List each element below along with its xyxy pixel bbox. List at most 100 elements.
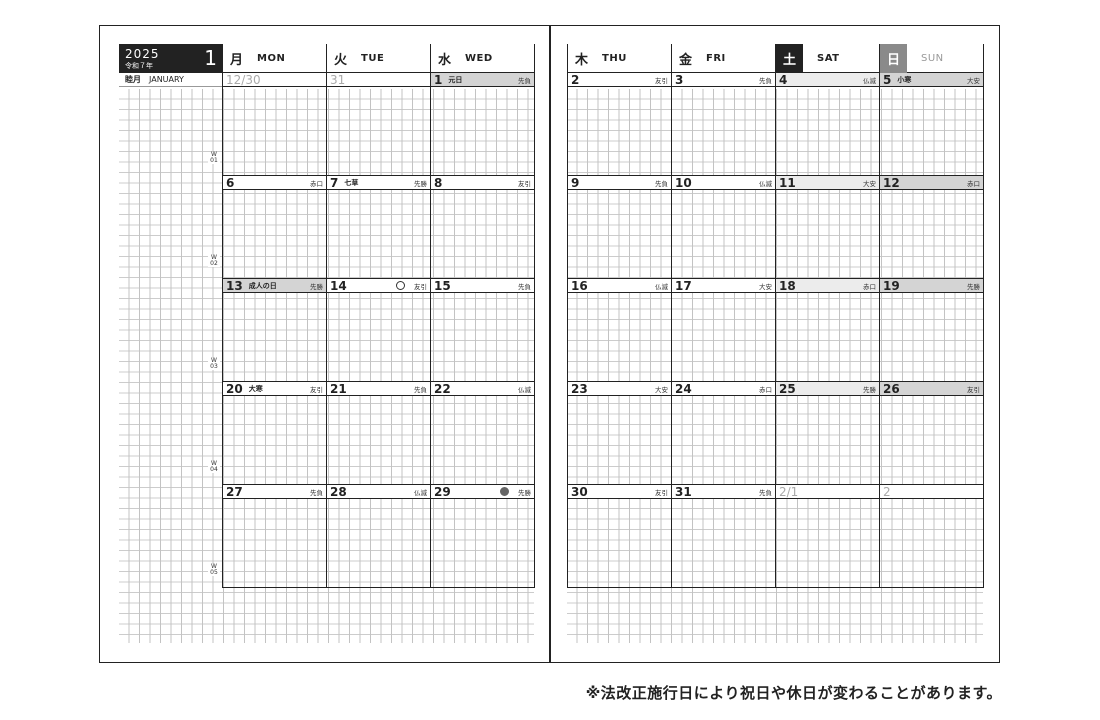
rokuyo-label: 仏滅 [518, 386, 531, 394]
day-cell[interactable]: 7 七草 先勝 [326, 176, 430, 279]
day-header-thu: 木 THU [567, 44, 671, 73]
day-cell[interactable]: 30 友引 [567, 485, 671, 588]
day-cell[interactable]: 11 大安 [775, 176, 879, 279]
day-cell[interactable]: 4 仏滅 [775, 73, 879, 176]
day-label: 12 赤口 [880, 176, 983, 190]
weekday-english: FRI [706, 52, 726, 64]
day-cell[interactable]: 10 仏滅 [671, 176, 775, 279]
day-cell[interactable]: 28 仏滅 [326, 485, 430, 588]
day-cell[interactable]: 24 赤口 [671, 382, 775, 485]
rokuyo-label: 先負 [518, 283, 531, 291]
day-number: 2 [571, 72, 580, 87]
day-cell[interactable]: 14 友引 [326, 279, 430, 382]
rokuyo-label: 友引 [655, 77, 668, 85]
day-label: 7 七草 先勝 [327, 176, 430, 190]
day-number: 10 [675, 175, 692, 190]
rokuyo-label: 仏滅 [655, 283, 668, 291]
month-header: 2025 令和７年 1 [119, 44, 222, 73]
day-label: 28 仏滅 [327, 485, 430, 499]
day-cell[interactable]: 8 友引 [430, 176, 534, 279]
day-label: 2/1 [776, 485, 879, 499]
day-label: 2 友引 [568, 73, 671, 87]
day-number: 26 [883, 381, 900, 396]
day-label: 23 大安 [568, 382, 671, 396]
spine [549, 26, 551, 662]
day-number: 8 [434, 175, 443, 190]
day-label: 2 [880, 485, 983, 499]
day-cell[interactable]: 29 先勝 [430, 485, 534, 588]
holiday-label: 成人の日 [248, 281, 277, 290]
weekday-english: TUE [361, 52, 385, 64]
weekday-english: THU [602, 52, 627, 64]
day-number: 9 [571, 175, 580, 190]
day-cell[interactable]: 19 先勝 [879, 279, 983, 382]
day-label: 18 赤口 [776, 279, 879, 293]
week-number-label: W 04 [208, 461, 220, 473]
day-label: 5 小寒 大安 [880, 73, 983, 87]
day-cell[interactable]: 18 赤口 [775, 279, 879, 382]
day-cell[interactable]: 23 大安 [567, 382, 671, 485]
day-cell[interactable]: 3 先負 [671, 73, 775, 176]
day-cell[interactable]: 25 先勝 [775, 382, 879, 485]
year: 2025 [125, 47, 160, 61]
day-label: 20 大寒 友引 [223, 382, 326, 396]
day-cell[interactable]: 15 先負 [430, 279, 534, 382]
day-label: 17 大安 [672, 279, 775, 293]
day-cell[interactable]: 5 小寒 大安 [879, 73, 983, 176]
day-label: 3 先負 [672, 73, 775, 87]
right-page: 木 THU 金 FRI 土 SAT 日 SUN 2 友引 3 先負 4 仏滅 5 小寒 大安 9 先負 10 仏滅 11 大… [567, 43, 984, 643]
rokuyo-label: 赤口 [863, 283, 876, 291]
rokuyo-label: 友引 [518, 180, 531, 188]
day-number: 13 [226, 278, 243, 293]
week-divider [222, 484, 535, 485]
weekday-kanji: 月 [230, 52, 244, 68]
day-cell[interactable]: 2/1 [775, 485, 879, 588]
day-number: 29 [434, 484, 451, 499]
day-cell[interactable]: 27 先負 [222, 485, 326, 588]
day-cell[interactable]: 12 赤口 [879, 176, 983, 279]
day-header-fri: 金 FRI [671, 44, 775, 73]
weekday-kanji: 土 [776, 43, 803, 73]
day-label: 15 先負 [431, 279, 534, 293]
day-number: 12/30 [226, 72, 261, 87]
day-label: 21 先負 [327, 382, 430, 396]
day-number: 28 [330, 484, 347, 499]
rokuyo-label: 先負 [518, 77, 531, 85]
week-divider [567, 484, 984, 485]
day-cell[interactable]: 21 先負 [326, 382, 430, 485]
day-cell[interactable]: 22 仏滅 [430, 382, 534, 485]
day-cell[interactable]: 6 赤口 [222, 176, 326, 279]
rokuyo-label: 赤口 [759, 386, 772, 394]
day-number: 7 [330, 175, 339, 190]
day-number: 15 [434, 278, 451, 293]
day-cell[interactable]: 2 友引 [567, 73, 671, 176]
day-number: 31 [675, 484, 692, 499]
day-cell[interactable]: 20 大寒 友引 [222, 382, 326, 485]
day-cell[interactable]: 31 先負 [671, 485, 775, 588]
day-label: 30 友引 [568, 485, 671, 499]
day-cell[interactable]: 9 先負 [567, 176, 671, 279]
day-cell[interactable]: 26 友引 [879, 382, 983, 485]
day-number: 12 [883, 175, 900, 190]
holiday-label: 大寒 [248, 384, 263, 393]
day-label: 14 友引 [327, 279, 430, 293]
rokuyo-label: 先勝 [310, 283, 323, 291]
day-label: 8 友引 [431, 176, 534, 190]
day-cell[interactable]: 1 元日 先負 [430, 73, 534, 176]
day-cell[interactable]: 16 仏滅 [567, 279, 671, 382]
day-cell[interactable]: 12/30 [222, 73, 326, 176]
day-label: 31 [327, 73, 430, 87]
weekday-english: SUN [921, 52, 944, 64]
day-number: 2/1 [779, 484, 799, 499]
day-label: 24 赤口 [672, 382, 775, 396]
day-cell[interactable]: 2 [879, 485, 983, 588]
day-number: 20 [226, 381, 243, 396]
day-cell[interactable]: 17 大安 [671, 279, 775, 382]
day-cell[interactable]: 13 成人の日 先勝 [222, 279, 326, 382]
full-moon-icon [500, 487, 509, 496]
day-cell[interactable]: 31 [326, 73, 430, 176]
rokuyo-label: 先負 [759, 77, 772, 85]
rokuyo-label: 先負 [310, 489, 323, 497]
calendar-right-border [983, 44, 984, 588]
week-divider [222, 175, 535, 176]
